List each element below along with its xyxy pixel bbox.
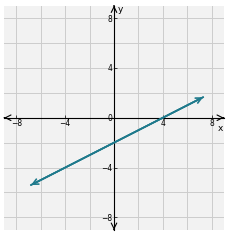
Text: x: x (217, 124, 222, 133)
Text: y: y (117, 5, 122, 14)
